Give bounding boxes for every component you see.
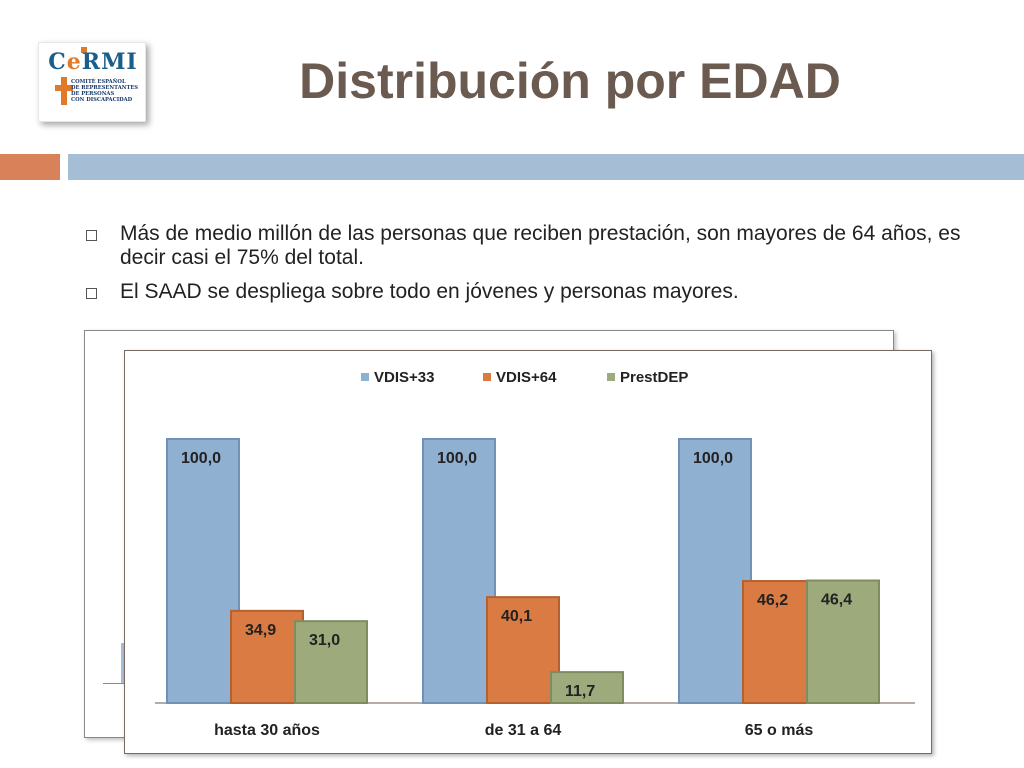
legend-swatch — [483, 373, 491, 381]
legend-label: PrestDEP — [620, 369, 688, 386]
bar-vdis-64 — [486, 596, 560, 704]
bullet-item: El SAAD se despliega sobre todo en jóven… — [86, 280, 966, 304]
bar-vdis-33 — [166, 438, 240, 704]
data-label: 31,0 — [309, 632, 340, 649]
logo-text-lines: COMITÉ ESPAÑOL DE REPRESENTANTES DE PERS… — [71, 79, 141, 103]
bullet-square-icon — [86, 288, 97, 299]
bullet-text: Más de medio millón de las personas que … — [120, 222, 961, 269]
bar-vdis-33 — [678, 438, 752, 704]
bullet-list: Más de medio millón de las personas que … — [86, 222, 966, 314]
logo-line: DE PERSONAS — [71, 91, 115, 97]
header-band-orange — [0, 154, 60, 180]
bar-prestdep — [806, 579, 880, 704]
bar-chart: VDIS+33 VDIS+64 PrestDEP 100,0 34,9 31,0 hasta… — [155, 369, 915, 739]
bullet-square-icon — [86, 230, 97, 241]
data-label: 100,0 — [181, 450, 221, 467]
bullet-item: Más de medio millón de las personas que … — [86, 222, 966, 270]
page-title: Distribución por EDAD — [299, 53, 841, 109]
legend-label: VDIS+64 — [496, 369, 557, 386]
bar-vdis-64 — [230, 609, 304, 705]
logo-line: DE REPRESENTANTES — [71, 85, 139, 91]
logo-dot — [81, 47, 87, 53]
data-label: 40,1 — [501, 608, 532, 625]
logo-cross-icon — [55, 77, 73, 105]
legend-swatch — [607, 373, 615, 381]
bar-prestdep — [550, 671, 624, 704]
x-tick-label: 65 o más — [745, 722, 814, 739]
data-label: 100,0 — [437, 450, 477, 467]
x-tick-label: de 31 a 64 — [485, 722, 562, 739]
cermi-logo: CeRMI COMITÉ ESPAÑOL DE REPRESENTANTES D… — [38, 42, 146, 122]
data-label: 46,2 — [757, 592, 788, 609]
bar-vdis-33 — [422, 438, 496, 704]
bar-prestdep — [294, 620, 368, 704]
data-label: 34,9 — [245, 622, 276, 639]
bar-chart-panel: VDIS+33 VDIS+64 PrestDEP 100,0 34,9 31,0 hasta… — [124, 350, 932, 754]
x-tick-label: hasta 30 años — [214, 722, 320, 739]
logo-line: COMITÉ ESPAÑOL — [71, 79, 126, 85]
bullet-text: El SAAD se despliega sobre todo en jóven… — [120, 280, 739, 303]
legend-label: VDIS+33 — [374, 369, 434, 386]
header-band-blue — [68, 154, 1024, 180]
data-label: 100,0 — [693, 450, 733, 467]
logo-word: CeRMI — [48, 49, 138, 75]
logo-line: CON DISCAPACIDAD — [71, 97, 133, 103]
data-label: 46,4 — [821, 592, 852, 609]
legend-swatch — [361, 373, 369, 381]
data-label: 11,7 — [565, 683, 595, 700]
